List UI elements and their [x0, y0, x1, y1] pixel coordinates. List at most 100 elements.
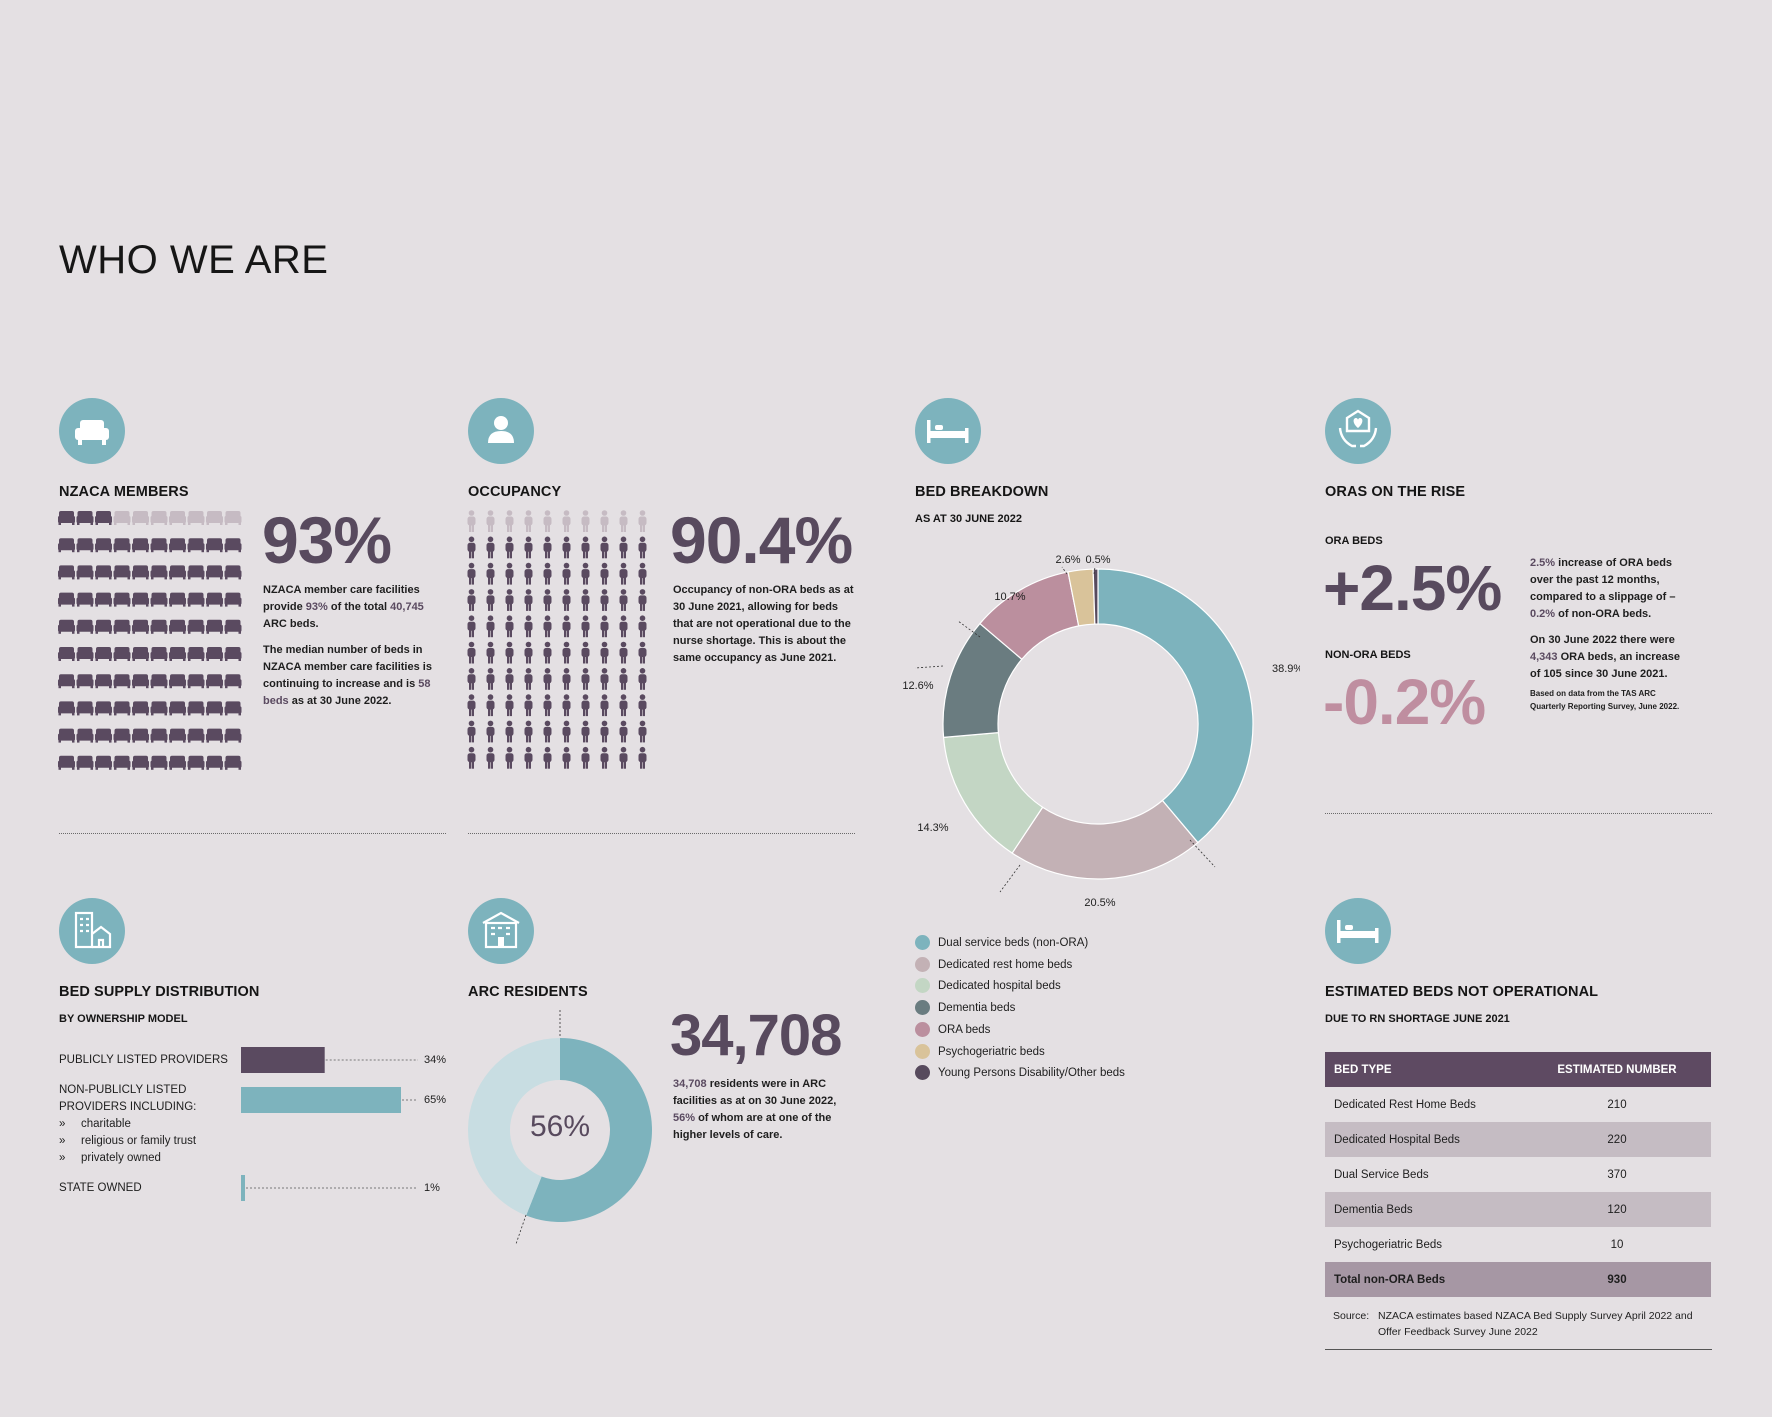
bed-mark [95, 592, 112, 607]
divider [59, 833, 446, 834]
person-mark [524, 615, 533, 638]
person-mark [562, 562, 571, 585]
legend-swatch [915, 1000, 930, 1016]
person-mark [638, 589, 647, 611]
table-cell: Dual Service Beds [1334, 1168, 1429, 1181]
person-mark [543, 510, 552, 532]
person-mark [638, 510, 647, 532]
members-text: NZACA member care facilities provide 93%… [263, 584, 432, 707]
source-text: NZACA estimates based NZACA Bed Supply S… [1378, 1310, 1693, 1338]
donut-slice [526, 1038, 652, 1222]
person-mark [524, 536, 533, 559]
bed-mark [150, 755, 168, 770]
occupancy-text: Occupancy of non-ORA beds as at 30 June … [673, 584, 854, 664]
bed-mark [224, 728, 242, 743]
supply-subitem: » [59, 1152, 66, 1164]
bed-mark [132, 565, 149, 580]
person-mark [467, 536, 476, 559]
bed-mark [206, 755, 223, 770]
bed-mark [113, 619, 131, 634]
person-mark [524, 746, 533, 769]
not-operational-subtitle: DUE TO RN SHORTAGE JUNE 2021 [1325, 1013, 1510, 1025]
supply-label-nonpublic: NON-PUBLICLY LISTED PROVIDERS INCLUDING: [59, 1084, 197, 1113]
bed-mark [224, 647, 242, 661]
bed-breakdown-subtitle: AS AT 30 JUNE 2022 [915, 513, 1022, 525]
bed-mark [187, 592, 205, 607]
table-cell: 10 [1610, 1238, 1624, 1251]
bed-mark [187, 728, 205, 743]
bed-mark [58, 619, 75, 634]
donut-slice [467, 1038, 560, 1216]
bed-mark [132, 592, 149, 607]
person-mark [486, 589, 495, 611]
bed-mark [169, 592, 186, 607]
person-mark [467, 562, 476, 585]
person-mark [562, 510, 571, 532]
supply-bar-chart [241, 1047, 418, 1201]
bed-mark [224, 565, 242, 580]
person-mark [505, 641, 514, 664]
supply-bar [241, 1087, 401, 1113]
table-header-bed-type: BED TYPE [1325, 1052, 1523, 1087]
bed-icon [1325, 898, 1391, 964]
person-mark [486, 641, 495, 664]
person-mark [505, 510, 514, 532]
person-mark [467, 510, 476, 532]
bed-mark [95, 511, 112, 525]
legend-swatch [915, 1043, 930, 1059]
bed-mark [58, 565, 75, 580]
bed-mark [95, 728, 112, 743]
bed-mark [150, 511, 168, 525]
oras-title: ORAS ON THE RISE [1325, 484, 1466, 500]
supply-value-state: 1% [424, 1182, 440, 1194]
residents-title: ARC RESIDENTS [468, 984, 588, 1000]
bed-mark [113, 511, 131, 525]
person-icon [468, 398, 534, 464]
bed-mark [58, 755, 75, 770]
legend-label: Dedicated rest home beds [938, 958, 1073, 971]
bed-mark [169, 538, 186, 553]
supply-value-public: 34% [424, 1054, 447, 1066]
person-mark [581, 510, 590, 532]
bed-mark [187, 755, 205, 770]
person-mark [581, 536, 590, 559]
supply-value-nonpublic: 65% [424, 1094, 447, 1106]
bed-mark [132, 538, 149, 553]
bed-breakdown-title: BED BREAKDOWN [915, 484, 1049, 500]
table-row: Dedicated Hospital Beds 220 [1325, 1122, 1711, 1157]
person-mark [524, 720, 533, 743]
bed-mark [187, 619, 205, 634]
person-mark [505, 746, 514, 769]
leader-line [1189, 839, 1216, 868]
person-mark [562, 641, 571, 664]
person-mark [467, 668, 476, 690]
bed-mark [169, 619, 186, 634]
bed-mark [150, 538, 168, 553]
divider [1325, 1349, 1712, 1350]
bed-mark [150, 728, 168, 743]
person-mark [562, 720, 571, 743]
legend-label: Young Persons Disability/Other beds [938, 1067, 1125, 1080]
person-mark [543, 536, 552, 559]
person-mark [619, 668, 628, 690]
table-cell: 210 [1607, 1098, 1627, 1111]
person-mark [600, 746, 609, 769]
person-mark [505, 562, 514, 585]
bed-mark [169, 755, 186, 770]
person-mark [619, 510, 628, 532]
bed-mark [206, 565, 223, 580]
person-mark [524, 562, 533, 585]
person-mark [524, 668, 533, 690]
bed-mark [95, 565, 112, 580]
slice-label: 12.6% [902, 680, 933, 692]
person-mark [524, 589, 533, 611]
slice-label: 20.5% [1084, 897, 1115, 909]
non-ora-value: -0.2% [1323, 666, 1486, 738]
person-mark [638, 746, 647, 769]
bed-mark [76, 619, 94, 634]
leader-line [1061, 566, 1068, 575]
divider [1325, 813, 1712, 814]
person-mark [486, 694, 495, 717]
not-operational-table: BED TYPE ESTIMATED NUMBER Dedicated Rest… [1325, 1052, 1711, 1297]
person-mark [638, 615, 647, 638]
